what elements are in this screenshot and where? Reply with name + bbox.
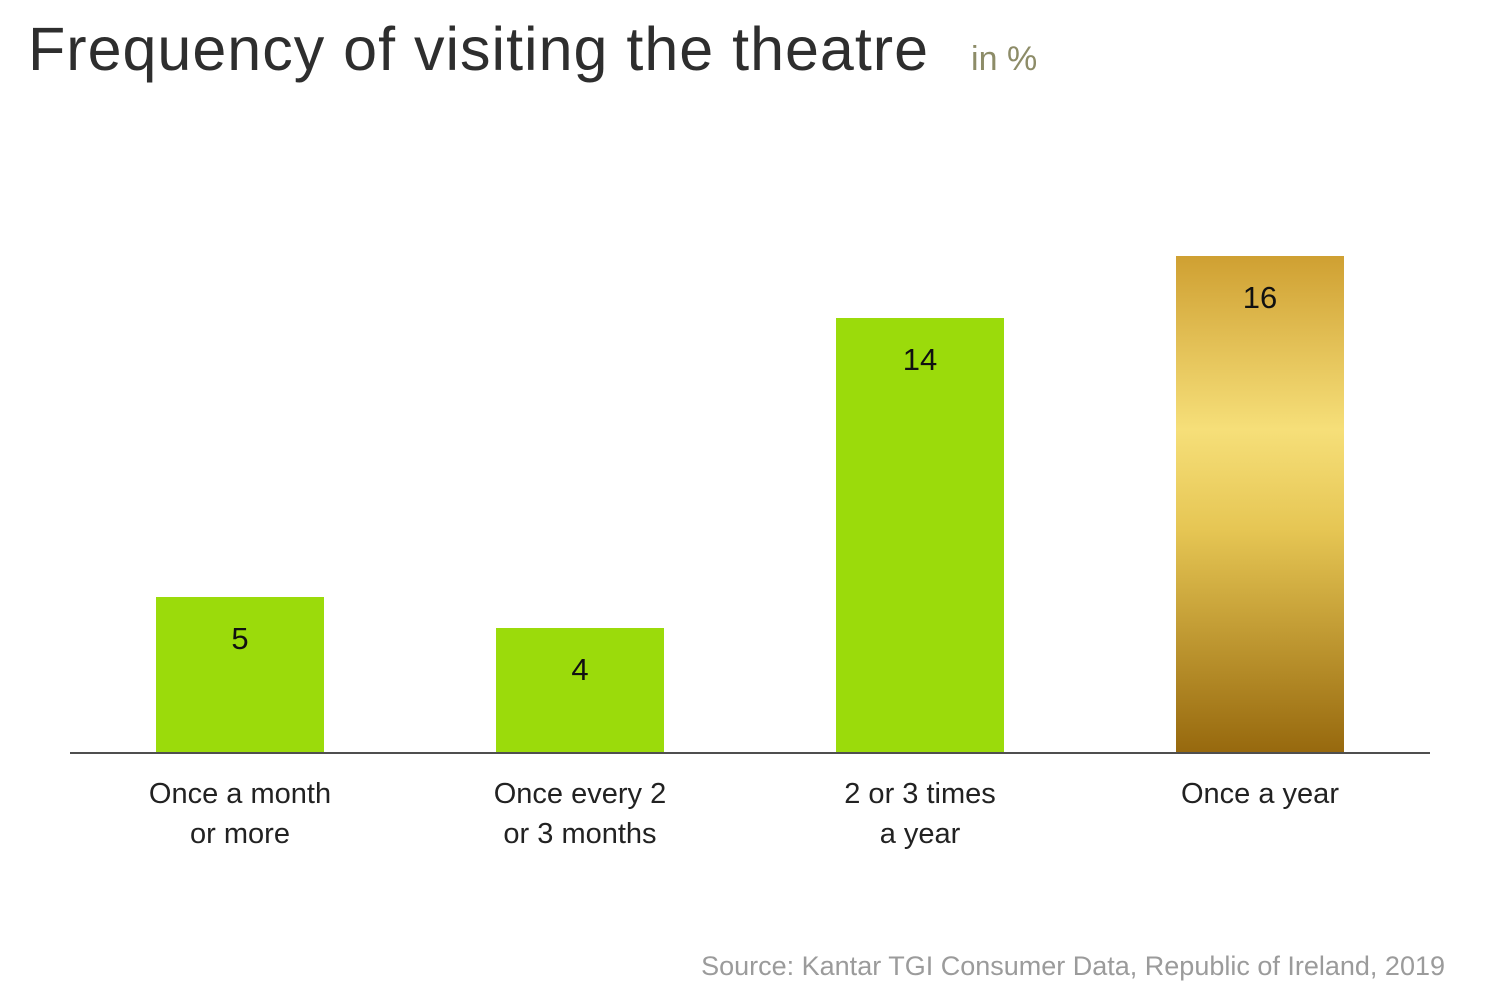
category-label: Once a month or more <box>148 778 332 851</box>
bar-0: 5 <box>156 597 324 752</box>
bar-column: 14 <box>750 252 1090 752</box>
bar-column: 16 <box>1090 252 1430 752</box>
bar-3: 16 <box>1176 256 1344 752</box>
bar-chart: 5 4 14 16 Once a month or more Once every 2 … <box>70 252 1430 854</box>
source-text: Source: Kantar TGI Consumer Data, Republ… <box>701 951 1445 981</box>
category-labels: Once a month or more Once every 2 or 3 mo… <box>70 754 1430 854</box>
unit-label: in % <box>971 40 1038 78</box>
bar-1: 4 <box>496 628 664 752</box>
plot-area: 5 4 14 16 <box>70 252 1430 754</box>
bar-2: 14 <box>836 318 1004 752</box>
value-label: 14 <box>902 342 938 377</box>
category-label: Once a year <box>1181 778 1339 810</box>
value-label: 16 <box>1242 280 1278 315</box>
chart-header: Frequency of visiting the theatre in % <box>28 14 1037 84</box>
category-label: Once every 2 or 3 months <box>493 778 667 851</box>
chart-title: Frequency of visiting the theatre <box>28 15 930 83</box>
value-label: 4 <box>571 652 589 687</box>
bar-column: 5 <box>70 252 410 752</box>
bar-column: 4 <box>410 252 750 752</box>
value-label: 5 <box>231 621 249 656</box>
category-label: 2 or 3 times a year <box>844 778 996 851</box>
